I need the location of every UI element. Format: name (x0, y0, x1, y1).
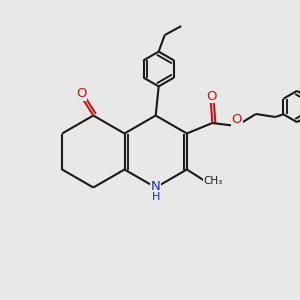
Text: O: O (206, 89, 217, 103)
Text: O: O (76, 87, 87, 100)
Text: CH₃: CH₃ (203, 176, 223, 186)
Text: H: H (152, 191, 160, 202)
Text: N: N (151, 180, 160, 193)
Text: O: O (232, 113, 242, 126)
